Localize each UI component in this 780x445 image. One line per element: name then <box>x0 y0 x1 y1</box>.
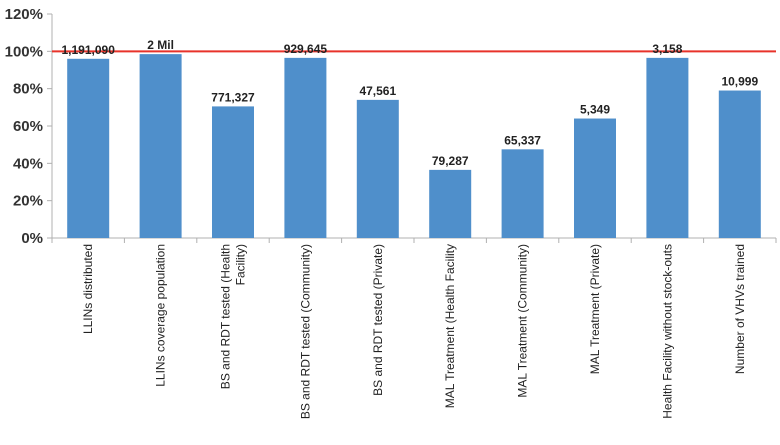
data-label: 929,645 <box>284 42 328 56</box>
category-label-line: BS and RDT tested (Private) <box>371 244 385 396</box>
y-tick-label: 100% <box>5 43 43 60</box>
category-label-line: MAL Treatment (Community) <box>516 244 530 398</box>
category-label: BS and RDT tested (Health Facility) <box>219 244 248 389</box>
bar <box>429 169 472 238</box>
category-label: LLINs coverage population <box>154 244 168 387</box>
category-label: BS and RDT tested (Community) <box>298 244 312 419</box>
bars <box>67 54 761 239</box>
category-labels: LLINs distributed LLINs coverage populati… <box>81 244 747 419</box>
data-label: 79,287 <box>432 154 469 168</box>
category-label-line: Health Facility without stock-outs <box>660 244 674 419</box>
category-label-line: LLINs distributed <box>81 244 95 334</box>
data-label: 5,349 <box>580 103 610 117</box>
bar <box>284 57 327 238</box>
category-label-line: Facility) <box>234 244 248 285</box>
category-label-line: BS and RDT tested (Community) <box>298 244 312 419</box>
data-label: 10,999 <box>721 75 758 89</box>
category-label: LLINs distributed <box>81 244 95 334</box>
bar <box>718 90 761 239</box>
data-label: 1,191,090 <box>62 43 116 57</box>
category-label-line: Number of VHVs trained <box>733 244 747 374</box>
bar <box>67 58 110 238</box>
bar <box>501 149 544 238</box>
category-label: MAL Treatment (Private) <box>588 244 602 374</box>
data-labels: 1,191,090 2 Mil 771,327 929,645 47,561 79,287… <box>62 38 759 168</box>
y-tick-label: 40% <box>13 155 43 172</box>
data-label: 47,561 <box>359 84 396 98</box>
category-label: MAL Treatment (Health Facility <box>443 244 457 408</box>
category-label-line: MAL Treatment (Private) <box>588 244 602 374</box>
y-tick-label: 20% <box>13 193 43 210</box>
y-tick-label: 120% <box>5 6 43 23</box>
category-label: BS and RDT tested (Private) <box>371 244 385 396</box>
y-axis-ticks: 0% 20% 40% 60% 80% 100% 120% <box>5 6 52 247</box>
bar <box>574 118 616 238</box>
category-label: MAL Treatment (Community) <box>516 244 530 398</box>
y-tick-label: 60% <box>13 118 43 135</box>
y-tick-label: 0% <box>21 230 43 247</box>
data-label: 771,327 <box>211 90 255 104</box>
data-label: 65,337 <box>504 133 541 147</box>
bar <box>212 106 254 239</box>
y-tick-label: 80% <box>13 81 43 98</box>
category-label: Number of VHVs trained <box>733 244 747 374</box>
category-label-line: MAL Treatment (Health Facility <box>443 244 457 408</box>
category-label: Health Facility without stock-outs <box>660 244 674 419</box>
data-label: 2 Mil <box>147 38 174 52</box>
bar <box>139 54 182 239</box>
bar <box>356 99 399 238</box>
data-label: 3,158 <box>652 42 682 56</box>
category-label-line: BS and RDT tested (Health <box>219 244 233 389</box>
category-label-line: LLINs coverage population <box>154 244 168 387</box>
bar <box>646 57 689 238</box>
